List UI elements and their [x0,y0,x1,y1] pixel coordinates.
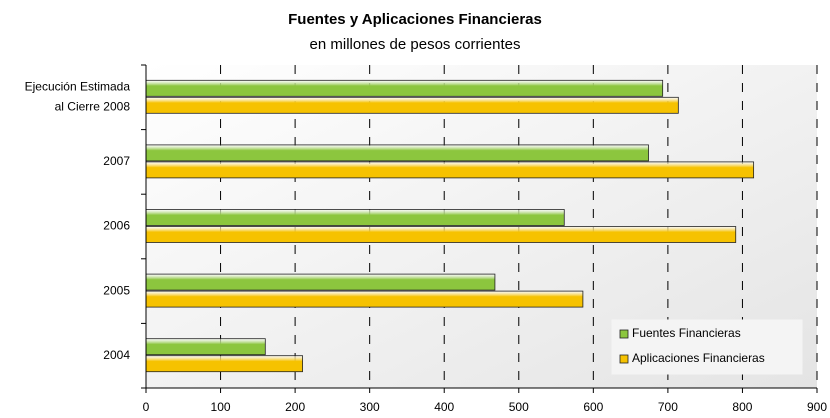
bar [145,161,755,179]
bar [145,338,266,356]
x-tick-label: 800 [732,400,752,414]
y-tick-label: al Cierre 2008 [55,99,131,113]
x-tick-label: 200 [285,400,305,414]
y-tick-label: 2007 [103,154,130,168]
x-tick-label: 900 [807,400,827,414]
y-tick-label: 2004 [103,348,130,362]
legend-swatch [619,329,629,339]
legend-label: Fuentes Financieras [632,326,741,340]
x-tick-label: 600 [583,400,603,414]
x-tick-label: 100 [211,400,231,414]
y-tick-label: 2005 [103,283,130,297]
bar [145,79,664,97]
legend-label: Aplicaciones Financieras [632,351,765,365]
bar [145,96,679,114]
x-tick-label: 300 [360,400,380,414]
chart-subtitle: en millones de pesos corrientes [310,36,521,53]
bar [145,209,565,226]
x-tick-label: 400 [434,400,454,414]
legend-box [611,319,803,375]
bar [145,144,649,162]
bar [145,355,303,373]
bar [145,226,737,243]
chart-title: Fuentes y Aplicaciones Financieras [288,11,542,28]
x-tick-label: 500 [509,400,529,414]
y-tick-label: 2006 [103,219,130,233]
x-tick-label: 0 [143,400,150,414]
x-tick-label: 700 [658,400,678,414]
bar [145,290,584,308]
legend-swatch [619,354,629,364]
y-tick-label: Ejecución Estimada [25,79,131,93]
bar [145,273,496,291]
